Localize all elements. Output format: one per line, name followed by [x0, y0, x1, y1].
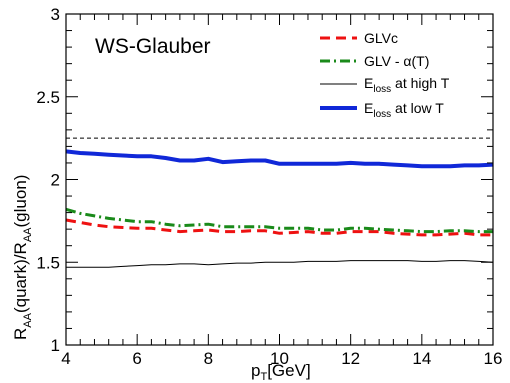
legend-label-eloss-low: Eloss at low T: [364, 100, 444, 120]
tick-layer: [65, 13, 494, 346]
x-axis-label-rest: [GeV]: [267, 361, 310, 380]
y-axis-label-mid: (quark)/R: [11, 242, 30, 313]
legend-label-eloss-low-e: E: [364, 100, 373, 116]
legend-label-eloss-high-sub: loss: [373, 84, 391, 95]
tick-label-layer: 4 6 8 10 12 14 16 1 1.5 2 2.5 3: [36, 5, 502, 368]
y-tick-label: 1.5: [36, 253, 60, 272]
x-tick-label: 10: [270, 349, 289, 368]
y-tick-label: 1: [51, 336, 60, 355]
legend-label-alpha-symbol: α: [403, 53, 411, 69]
x-tick-label: 8: [204, 349, 213, 368]
legend-label-eloss-low-sub: loss: [373, 109, 391, 120]
y-axis-label-end: (gluon): [11, 175, 30, 228]
x-tick-label: 14: [412, 349, 431, 368]
y-tick-label: 3: [51, 5, 60, 24]
panel-label: WS-Glauber: [95, 35, 211, 58]
legend: GLVc GLV - α(T) Eloss at high T Eloss at…: [320, 30, 450, 120]
x-tick-label: 12: [341, 349, 360, 368]
series-eloss-low-line: [65, 149, 494, 169]
legend-label-eloss-high-rest: at high T: [391, 75, 450, 91]
legend-label-eloss-high: Eloss at high T: [364, 75, 450, 95]
plot-area: [66, 14, 493, 345]
legend-label-glv-alpha-suffix: (T): [412, 53, 430, 69]
series-glv-alpha-line: [65, 207, 493, 234]
legend-label-glvc: GLVc: [364, 30, 398, 46]
y-tick-label: 2.5: [36, 88, 60, 107]
series-layer: [65, 149, 494, 268]
y-tick-label: 2: [51, 171, 60, 190]
y-axis-label-sub2: AA: [22, 227, 34, 242]
legend-label-eloss-low-rest: at low T: [391, 100, 444, 116]
y-axis-label-r1: R: [11, 328, 30, 340]
legend-label-glv-alpha-prefix: GLV -: [364, 53, 403, 69]
x-tick-label: 4: [61, 349, 70, 368]
y-axis-label-sub1: AA: [22, 312, 34, 327]
x-axis-label: pT[GeV]: [251, 361, 311, 383]
x-axis-label-sub: T: [260, 371, 267, 383]
legend-label-glv-alpha: GLV - α(T): [364, 53, 429, 69]
y-axis-label: RAA(quark)/RAA(gluon): [11, 175, 34, 340]
series-glvc-line: [65, 218, 493, 237]
legend-label-eloss-high-e: E: [364, 75, 373, 91]
x-tick-label: 16: [484, 349, 503, 368]
series-eloss-high-line: [66, 260, 494, 268]
x-tick-label: 6: [132, 349, 141, 368]
x-axis-label-main: p: [251, 361, 260, 380]
